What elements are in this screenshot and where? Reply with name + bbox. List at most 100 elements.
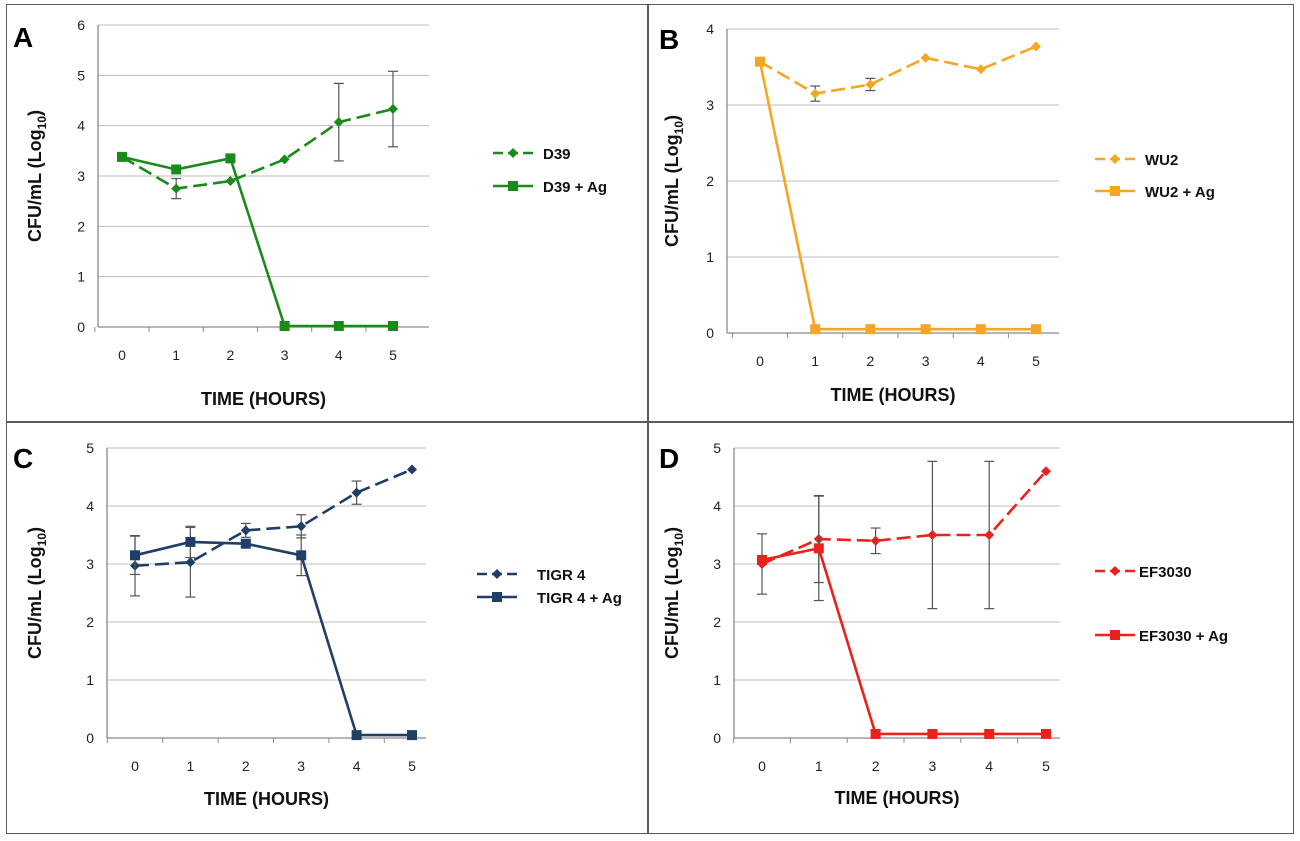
data-point-diamond [279,154,290,165]
data-point-square [130,550,140,561]
y-tick-label: 3 [706,97,714,113]
data-point-square [333,320,344,331]
x-tick-label: 1 [172,347,180,363]
y-axis-title-subscript: 10 [672,533,686,547]
data-point-diamond [351,487,362,498]
y-tick-label: 2 [706,173,714,189]
x-tick-label: 0 [131,758,139,774]
x-tick-label: 1 [815,758,823,774]
series-line [761,546,1046,736]
data-point-diamond [333,117,344,128]
x-tick-label: 2 [867,353,875,369]
y-axis-title: CFU/mL (Log10) [662,115,686,247]
y-axis-title-close: ) [662,115,682,121]
data-point-diamond [296,521,307,532]
data-point-diamond [870,535,881,546]
series-line [121,107,394,190]
chart-layer: 0 1 2 3 4 0 1 2 3 4 5 TIME (HOURS) CFU/mL (Log10) B WU… [659,21,1215,405]
chart-b: 0 1 2 3 4 0 1 2 3 4 5 TIME (HOURS) CFU/mL (Log10) B WU… [659,21,1215,405]
legend-label: D39 [543,146,571,163]
y-axis-title-close: ) [662,527,682,533]
data-point-square [865,324,876,335]
legend-label: EF3030 [1139,564,1192,581]
legend-marker-diamond [1110,566,1120,576]
y-axis-title-main: CFU/mL (Log [25,546,45,659]
x-tick-label: 2 [227,347,235,363]
legend-marker-square [1110,630,1120,640]
series-line [758,61,1036,331]
y-axis-title-subscript: 10 [35,116,49,130]
series-line [134,468,413,568]
y-tick-label: 4 [86,498,94,514]
panel-label: A [13,22,33,53]
panel-label: B [659,24,679,55]
data-point-square [755,56,765,67]
x-tick-label: 2 [242,758,250,774]
data-point-square [240,538,251,549]
data-point-square [225,153,236,164]
data-point-square [185,536,196,547]
chart-d: 0 1 2 3 4 5 0 1 2 3 4 5 TIME (HOURS) CFU/mL (Log10) D E… [659,440,1228,808]
data-point-diamond [407,464,417,475]
y-tick-label: 1 [713,672,721,688]
data-point-square [927,728,938,739]
data-point-diamond [1041,466,1051,477]
legend-marker-diamond [508,148,518,158]
legend-label: EF3030 + Ag [1139,628,1228,645]
legend-label: WU2 [1145,152,1178,169]
data-point-diamond [171,183,182,194]
y-tick-label: 0 [86,730,94,746]
y-axis-title-main: CFU/mL (Log [662,546,682,659]
y-tick-label: 3 [86,556,94,572]
x-tick-label: 5 [1042,758,1050,774]
chart-c: 0 1 2 3 4 5 0 1 2 3 4 5 TIME (HOURS) CFU/mL (Log10) C T… [13,440,622,809]
data-point-square [171,164,182,175]
data-point-diamond [388,104,398,115]
y-tick-label: 4 [77,118,85,134]
data-point-square [388,320,398,331]
data-point-square [920,324,931,335]
y-tick-label: 0 [706,325,714,341]
y-tick-label: 0 [713,730,721,746]
panel-b: 0 1 2 3 4 0 1 2 3 4 5 TIME (HOURS) CFU/mL (Log10) B WU… [648,4,1294,422]
data-point-square [975,324,986,335]
data-point-square [407,730,417,741]
y-tick-label: 3 [77,168,85,184]
panel-a: 0 1 2 3 4 5 6 0 1 2 3 4 5 TIME (HOURS) CFU/mL (Log10) A… [6,4,648,422]
x-tick-label: 1 [187,758,195,774]
data-point-diamond [225,176,236,187]
x-tick-label: 4 [353,758,361,774]
y-axis-title: CFU/mL (Log10) [25,527,49,659]
y-tick-label: 3 [713,556,721,572]
panel-label: D [659,443,679,474]
x-tick-label: 5 [408,758,416,774]
y-tick-label: 2 [77,218,85,234]
y-axis-title-close: ) [25,110,45,116]
x-tick-label: 4 [335,347,343,363]
series-line [761,470,1047,566]
y-tick-label: 1 [77,269,85,285]
legend-marker-diamond [492,569,502,579]
x-axis-title: TIME (HOURS) [835,788,960,808]
data-point-square [351,730,362,741]
chart-layer: 0 1 2 3 4 5 0 1 2 3 4 5 TIME (HOURS) CFU/mL (Log10) C T… [13,440,622,809]
y-axis-title-main: CFU/mL (Log [662,134,682,247]
data-point-diamond [927,530,938,540]
y-tick-label: 0 [77,319,85,335]
x-tick-label: 0 [758,758,766,774]
legend-marker-square [1110,186,1120,196]
x-tick-label: 3 [297,758,305,774]
legend-marker-diamond [1110,154,1120,164]
y-tick-label: 5 [86,440,94,456]
legend-marker-square [508,181,518,191]
chart-layer: 0 1 2 3 4 5 0 1 2 3 4 5 TIME (HOURS) CFU/mL (Log10) D E… [659,440,1228,808]
y-tick-label: 5 [77,67,85,83]
x-tick-label: 4 [985,758,993,774]
series-line [121,155,393,328]
y-tick-label: 5 [713,440,721,456]
data-point-square [813,543,824,554]
x-axis-title: TIME (HOURS) [204,789,329,809]
data-point-square [1031,324,1041,335]
x-tick-label: 4 [977,353,985,369]
x-tick-label: 0 [118,347,126,363]
